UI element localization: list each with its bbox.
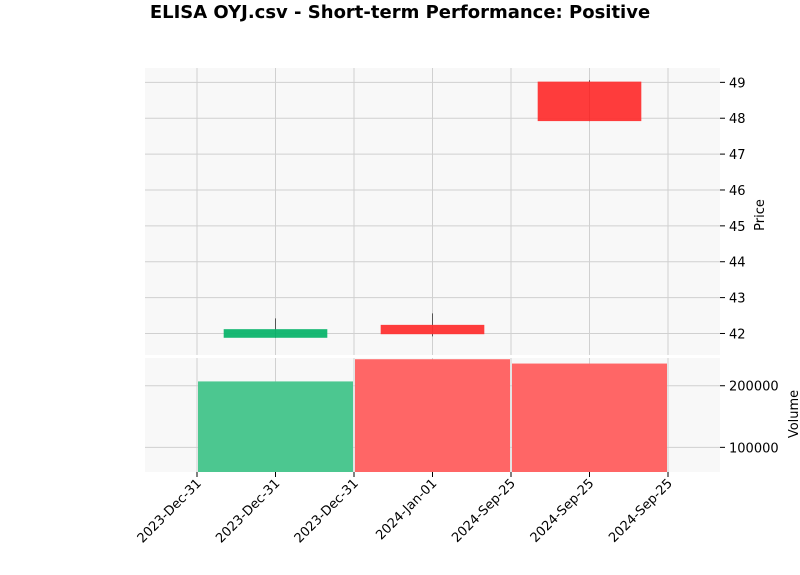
price-y-tick-label: 45 bbox=[729, 220, 746, 235]
x-tick-label: 2024-Sep-25 bbox=[606, 476, 676, 546]
candle-body bbox=[380, 324, 485, 335]
price-y-tick-label: 42 bbox=[729, 327, 746, 342]
volume-bar bbox=[512, 363, 667, 472]
volume-y-tick-label: 100000 bbox=[729, 441, 779, 456]
price-y-tick-label: 46 bbox=[729, 184, 746, 199]
volume-y-tick-label: 200000 bbox=[729, 380, 779, 395]
x-tick-label: 2024-Sep-25 bbox=[449, 476, 519, 546]
price-y-tick-label: 44 bbox=[729, 256, 746, 271]
price-y-tick-label: 47 bbox=[729, 148, 746, 163]
x-tick-label: 2024-Jan-01 bbox=[373, 476, 440, 543]
price-y-tick-label: 49 bbox=[729, 76, 746, 91]
chart-title: ELISA OYJ.csv - Short-term Performance: … bbox=[150, 2, 650, 23]
x-tick-label: 2024-Sep-25 bbox=[528, 476, 598, 546]
price-y-tick-label: 48 bbox=[729, 112, 746, 127]
x-tick-label: 2023-Dec-31 bbox=[292, 476, 362, 546]
x-tick-label: 2023-Dec-31 bbox=[213, 476, 283, 546]
volume-bar bbox=[355, 359, 510, 472]
candle-body bbox=[537, 81, 642, 122]
candle-body bbox=[223, 329, 328, 338]
volume-bars bbox=[198, 359, 667, 472]
price-axis-label: Price bbox=[753, 199, 768, 231]
volume-bar bbox=[198, 381, 353, 472]
price-y-tick-label: 43 bbox=[729, 292, 746, 307]
volume-axis-label: Volume bbox=[787, 390, 800, 438]
candles bbox=[223, 80, 642, 338]
x-tick-label: 2023-Dec-31 bbox=[135, 476, 205, 546]
